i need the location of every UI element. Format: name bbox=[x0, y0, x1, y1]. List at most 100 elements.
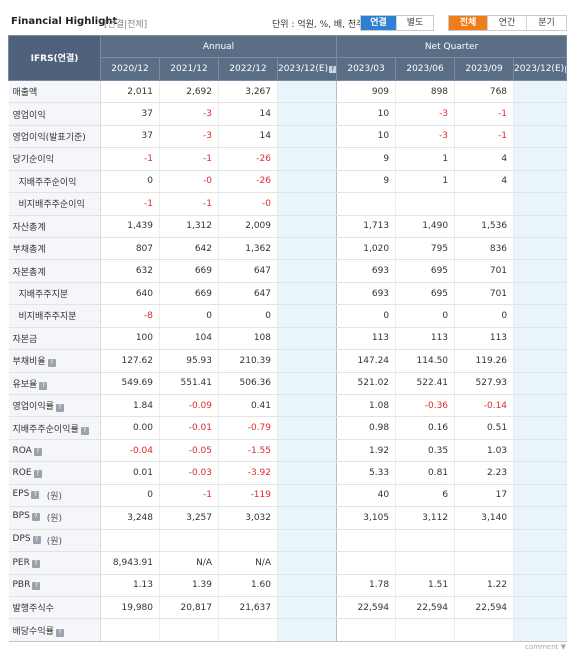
help-icon[interactable]: ? bbox=[80, 426, 89, 435]
help-icon[interactable]: ? bbox=[33, 447, 42, 456]
period-header-quarter: 2023/06 bbox=[395, 57, 456, 81]
value-cell: -26 bbox=[218, 170, 278, 194]
value-cell: 1,020 bbox=[336, 237, 397, 261]
value-cell: 0 bbox=[336, 304, 397, 328]
value-cell bbox=[513, 80, 568, 104]
value-cell bbox=[277, 596, 338, 620]
row-label: DPS? (원) bbox=[8, 529, 101, 553]
estimate-help-icon[interactable]: ? bbox=[565, 66, 566, 74]
value-cell: 768 bbox=[454, 80, 515, 104]
value-cell bbox=[277, 529, 338, 553]
toggle-all-button[interactable]: 전체 bbox=[449, 16, 488, 30]
table-row: 배당수익률? bbox=[8, 618, 568, 642]
value-cell: -1.55 bbox=[218, 439, 278, 463]
unit-label: 단위 : 억원, %, 배, 천주 bbox=[272, 20, 365, 30]
value-cell: 0.81 bbox=[395, 461, 456, 485]
toggle-quarter-button[interactable]: 분기 bbox=[527, 16, 566, 30]
row-label: 영업이익(발표기준) bbox=[8, 125, 101, 149]
row-label: ROA? bbox=[8, 439, 101, 463]
value-cell bbox=[513, 416, 568, 440]
value-cell: -3 bbox=[395, 125, 456, 149]
help-icon[interactable]: ? bbox=[33, 470, 42, 479]
value-cell: 1.84 bbox=[100, 394, 160, 418]
value-cell: 10 bbox=[336, 102, 397, 126]
value-cell: -119 bbox=[218, 484, 278, 508]
group-header-annual: Annual bbox=[99, 34, 338, 59]
toggle-annual-button[interactable]: 연간 bbox=[488, 16, 527, 30]
value-cell: 127.62 bbox=[100, 349, 160, 373]
value-cell bbox=[277, 237, 338, 261]
help-icon[interactable]: ? bbox=[31, 490, 40, 499]
value-cell: 108 bbox=[218, 327, 278, 351]
help-icon[interactable]: ? bbox=[55, 404, 64, 413]
help-icon[interactable]: ? bbox=[31, 559, 40, 568]
value-cell: 551.41 bbox=[159, 372, 219, 396]
value-cell: 210.39 bbox=[218, 349, 278, 373]
value-cell bbox=[277, 506, 338, 530]
value-cell: 0.16 bbox=[395, 416, 456, 440]
row-unit: (원) bbox=[46, 536, 62, 547]
value-cell bbox=[277, 372, 338, 396]
row-label-text: 지배주주순이익률 bbox=[12, 424, 79, 435]
value-cell bbox=[277, 327, 338, 351]
toggle-consolidated-button[interactable]: 연결 bbox=[361, 16, 397, 30]
group-header-quarter: Net Quarter bbox=[336, 34, 568, 59]
comment-toggle[interactable]: comment ▼ bbox=[525, 643, 566, 651]
value-cell: 0.51 bbox=[454, 416, 515, 440]
table-row: EPS? (원) 0 -1 -119 40 6 17 bbox=[8, 484, 568, 508]
value-cell bbox=[513, 282, 568, 306]
row-label: 유보율? bbox=[8, 372, 101, 396]
row-label: 자본금 bbox=[8, 327, 101, 351]
help-icon[interactable]: ? bbox=[39, 381, 48, 390]
value-cell bbox=[513, 596, 568, 620]
help-icon[interactable]: ? bbox=[31, 513, 40, 522]
help-icon[interactable]: ? bbox=[32, 535, 41, 544]
value-cell: 1,713 bbox=[336, 215, 397, 238]
value-cell: 2.23 bbox=[454, 461, 515, 485]
value-cell: -8 bbox=[100, 304, 160, 328]
value-cell bbox=[513, 259, 568, 283]
value-cell bbox=[513, 147, 568, 171]
value-cell bbox=[218, 618, 278, 642]
row-label: EPS? (원) bbox=[8, 484, 101, 508]
value-cell bbox=[336, 192, 397, 216]
table-row: 발행주식수 19,980 20,817 21,637 22,594 22,594 22,59… bbox=[8, 596, 568, 620]
value-cell: 113 bbox=[336, 327, 397, 351]
table-row: 영업이익(발표기준) 37 -3 14 10 -3 -1 bbox=[8, 125, 568, 149]
value-cell: 9 bbox=[336, 147, 397, 171]
row-label-text: 매출액 bbox=[12, 88, 38, 99]
period-toggle: 전체 연간 분기 bbox=[448, 15, 567, 31]
estimate-help-icon[interactable]: ? bbox=[329, 66, 336, 74]
value-cell: 5.33 bbox=[336, 461, 397, 485]
row-label: 비지배주주순이익 bbox=[8, 192, 101, 216]
value-cell: 1,439 bbox=[100, 215, 160, 238]
period-header-annual: 2022/12 bbox=[218, 57, 278, 81]
help-icon[interactable]: ? bbox=[55, 628, 64, 637]
section-subtitle: [연결|전체] bbox=[104, 20, 148, 30]
period-header-quarter: 2023/12(E)? bbox=[513, 57, 568, 81]
row-label-text: 배당수익률 bbox=[12, 626, 54, 637]
value-cell: -0.04 bbox=[100, 439, 160, 463]
period-header-annual: 2020/12 bbox=[100, 57, 160, 81]
consolidation-toggle: 연결 별도 bbox=[360, 15, 434, 31]
table-row: 지배주주지분 640 669 647 693 695 701 bbox=[8, 282, 568, 306]
help-icon[interactable]: ? bbox=[47, 359, 56, 368]
value-cell: 522.41 bbox=[395, 372, 456, 396]
value-cell: 1,362 bbox=[218, 237, 278, 261]
value-cell bbox=[336, 618, 397, 642]
value-cell: 1.60 bbox=[218, 574, 278, 597]
row-label: PER? bbox=[8, 551, 101, 575]
value-cell: 0.00 bbox=[100, 416, 160, 440]
table-row: 자산총계 1,439 1,312 2,009 1,713 1,490 1,536 bbox=[8, 215, 568, 238]
value-cell: 2,011 bbox=[100, 80, 160, 104]
value-cell bbox=[513, 237, 568, 261]
row-label-text: EPS bbox=[12, 488, 30, 499]
value-cell bbox=[395, 192, 456, 216]
toggle-separate-button[interactable]: 별도 bbox=[397, 16, 433, 30]
value-cell bbox=[513, 439, 568, 463]
value-cell: 1.39 bbox=[159, 574, 219, 597]
value-cell: 898 bbox=[395, 80, 456, 104]
value-cell: 114.50 bbox=[395, 349, 456, 373]
help-icon[interactable]: ? bbox=[32, 582, 41, 591]
value-cell: 22,594 bbox=[454, 596, 515, 620]
